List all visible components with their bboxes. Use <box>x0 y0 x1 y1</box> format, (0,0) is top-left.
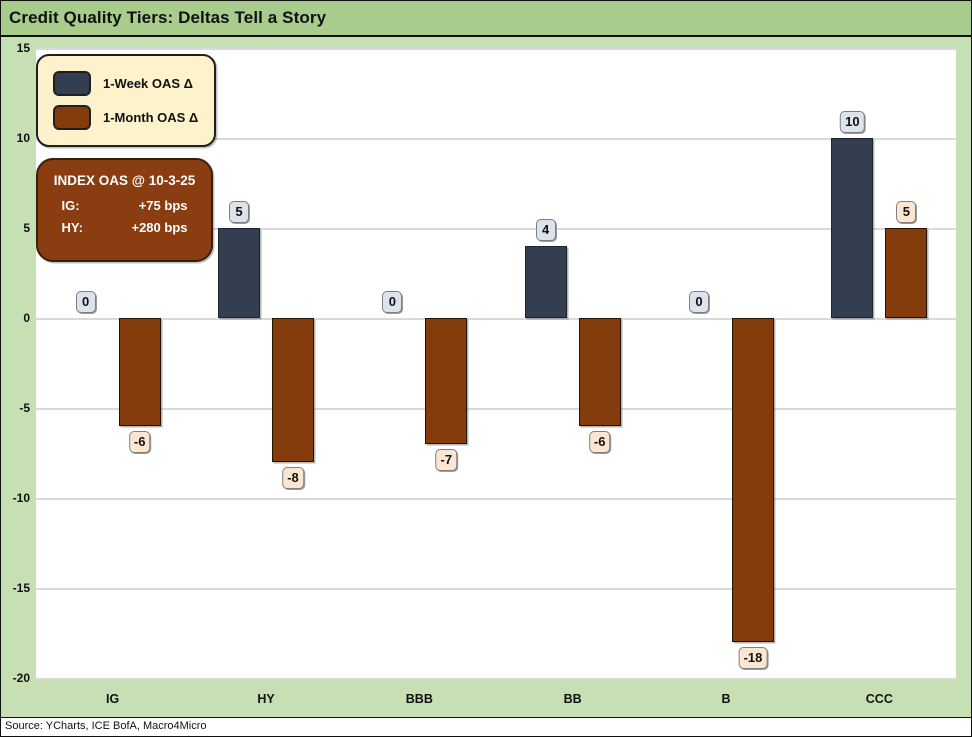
x-tick-label-BB: BB <box>563 692 582 706</box>
y-tick-label: 0 <box>23 311 30 325</box>
annotation-title: INDEX OAS @ 10-3-25 <box>53 173 196 188</box>
annotation-hy-label: HY: <box>61 220 83 235</box>
bar-month-HY <box>272 318 314 462</box>
value-label-month-CCC: 5 <box>896 201 917 223</box>
gridline--20 <box>36 678 956 680</box>
bar-month-CCC <box>885 228 928 318</box>
month-series-swatch <box>53 105 91 130</box>
y-tick-label: 5 <box>23 221 30 235</box>
chart-legend: 1-Week OAS Δ 1-Month OAS Δ <box>36 54 216 147</box>
annotation-row-hy: HY: +280 bps <box>62 220 188 235</box>
value-label-week-B: 0 <box>689 291 709 313</box>
gridline-15 <box>36 48 956 50</box>
gridline-10 <box>36 138 956 140</box>
bar-month-BBB <box>425 318 468 444</box>
annotation-ig-label: IG: <box>61 198 80 213</box>
y-tick-label: 15 <box>16 41 30 55</box>
bar-month-BB <box>578 318 621 426</box>
x-tick-label-IG: IG <box>106 692 120 706</box>
y-tick-label: -5 <box>19 401 30 415</box>
bar-week-BB <box>524 246 567 318</box>
value-label-week-BB: 4 <box>535 219 556 241</box>
y-tick-label: -10 <box>12 491 30 505</box>
legend-label-week: 1-Week OAS Δ <box>103 76 194 91</box>
value-label-week-HY: 5 <box>229 201 249 223</box>
annotation-hy-value: +280 bps <box>131 220 188 235</box>
bar-month-B <box>732 318 774 642</box>
value-label-month-HY: -8 <box>282 467 304 489</box>
bar-week-HY <box>218 228 260 318</box>
value-label-week-BBB: 0 <box>382 291 403 313</box>
annotation-row-ig: IG: +75 bps <box>62 198 188 213</box>
index-oas-annotation: INDEX OAS @ 10-3-25 IG: +75 bps HY: +280… <box>36 158 213 262</box>
plot-area: 0 -6 5 -8 0 -7 4 -6 0 -18 10 5 <box>36 48 956 680</box>
legend-item-month: 1-Month OAS Δ <box>53 105 214 130</box>
gridline--10 <box>36 498 956 500</box>
bar-month-IG <box>118 318 161 426</box>
gridline-0 <box>36 318 956 320</box>
y-tick-label: -15 <box>12 581 30 595</box>
y-tick-label: -20 <box>12 671 30 685</box>
value-label-week-CCC: 10 <box>840 111 865 133</box>
y-tick-label: 10 <box>16 131 30 145</box>
x-tick-label-HY: HY <box>257 692 275 706</box>
annotation-ig-value: +75 bps <box>138 198 188 213</box>
source-attribution: Source: YCharts, ICE BofA, Macro4Micro <box>1 717 971 736</box>
legend-label-month: 1-Month OAS Δ <box>103 110 199 125</box>
week-series-swatch <box>53 71 91 96</box>
x-tick-label-B: B <box>721 692 731 706</box>
x-tick-label-BBB: BBB <box>405 692 433 706</box>
value-label-week-IG: 0 <box>75 291 96 313</box>
bar-week-CCC <box>831 138 874 318</box>
value-label-month-BBB: -7 <box>435 449 458 471</box>
chart-canvas: 0 -6 5 -8 0 -7 4 -6 0 -18 10 5 1-Week OAS Δ 1-Month… <box>1 37 971 717</box>
value-label-month-IG: -6 <box>128 431 151 453</box>
x-tick-label-CCC: CCC <box>865 692 893 706</box>
chart-title: Credit Quality Tiers: Deltas Tell a Stor… <box>1 1 971 37</box>
value-label-month-BB: -6 <box>588 431 611 453</box>
gridline-5 <box>36 228 956 230</box>
legend-item-week: 1-Week OAS Δ <box>53 71 214 96</box>
gridline--5 <box>36 408 956 410</box>
gridline--15 <box>36 588 956 590</box>
value-label-month-B: -18 <box>738 647 768 669</box>
